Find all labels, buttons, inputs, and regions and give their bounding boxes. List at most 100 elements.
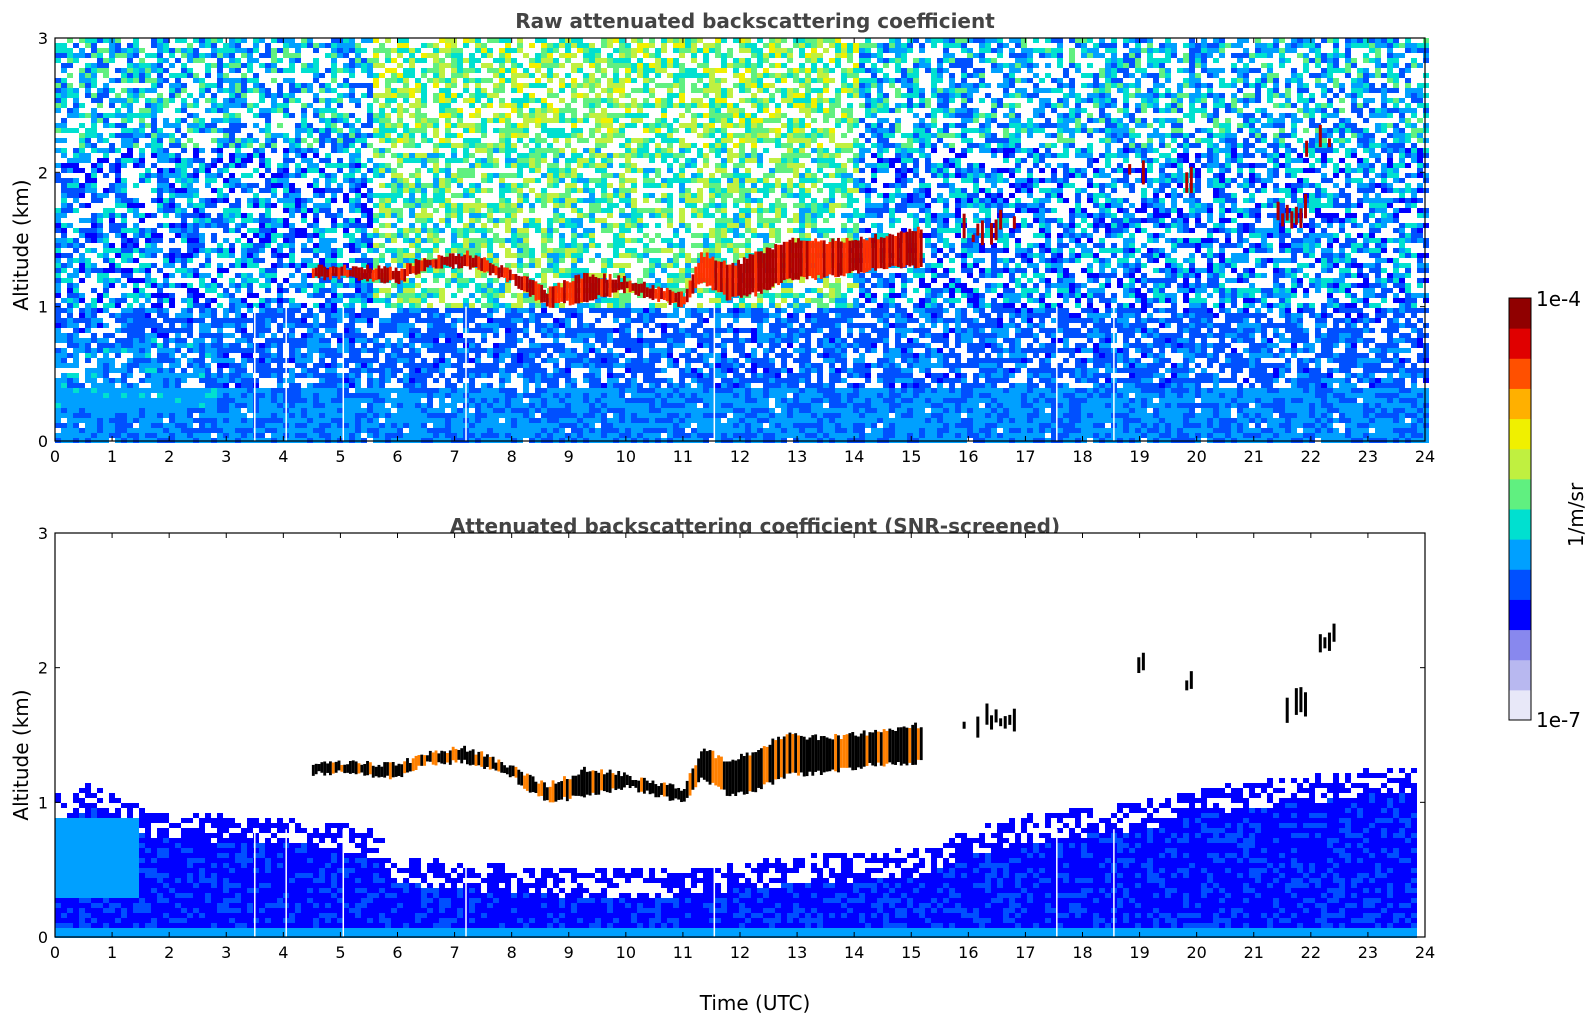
heatmap-cell [379,343,385,348]
heatmap-cell [271,188,277,193]
heatmap-cell [169,208,175,213]
heatmap-cell [265,288,271,293]
heatmap-cell [85,53,91,58]
heatmap-cell [361,123,367,128]
heatmap-cell [541,283,547,288]
heatmap-cell [103,388,109,393]
heatmap-cell [133,223,139,228]
heatmap-cell [151,373,157,378]
heatmap-cell [289,88,295,93]
heatmap-cell [349,308,355,313]
heatmap-cell [349,318,355,323]
heatmap-cell [103,378,109,383]
heatmap-cell [247,373,253,378]
heatmap-cell [463,298,469,303]
heatmap-cell [169,63,175,68]
heatmap-cell [427,323,433,328]
heatmap-cell [523,233,529,238]
heatmap-cell [55,303,61,308]
heatmap-cell [547,68,553,73]
heatmap-cell [103,418,109,423]
heatmap-cell [397,328,403,333]
heatmap-cell [505,158,511,163]
heatmap-cell [535,38,541,43]
heatmap-cell [187,283,193,288]
heatmap-cell [499,243,505,248]
heatmap-cell [91,93,97,98]
heatmap-cell [523,193,529,198]
heatmap-cell [487,228,493,233]
heatmap-cell [193,193,199,198]
heatmap-cell [487,48,493,53]
heatmap-cell [229,68,235,73]
heatmap-cell [175,433,181,438]
heatmap-cell [439,343,445,348]
heatmap-cell [463,83,469,88]
heatmap-cell [151,38,157,43]
heatmap-cell [517,228,523,233]
heatmap-cell [217,73,223,78]
heatmap-cell [547,58,553,63]
heatmap-cell [553,418,559,423]
heatmap-cell [115,223,121,228]
heatmap-cell [493,328,499,333]
heatmap-cell [85,88,91,93]
heatmap-cell [151,108,157,113]
heatmap-cell [217,148,223,153]
heatmap-cell [373,218,379,223]
heatmap-cell [379,73,385,78]
heatmap-cell [157,373,163,378]
heatmap-cell [487,178,493,183]
heatmap-cell [343,163,349,168]
heatmap-cell [565,273,571,278]
heatmap-cell [313,183,319,188]
heatmap-cell [163,153,169,158]
heatmap-cell [487,413,493,418]
heatmap-cell [355,218,361,223]
heatmap-cell [235,113,241,118]
heatmap-cell [403,408,409,413]
heatmap-cell [175,373,181,378]
heatmap-cell [499,218,505,223]
heatmap-cell [175,363,181,368]
heatmap-cell [415,353,421,358]
heatmap-cell [343,173,349,178]
heatmap-cell [433,223,439,228]
heatmap-cell [415,283,421,288]
heatmap-cell [367,83,373,88]
heatmap-cell [331,178,337,183]
heatmap-cell [523,323,529,328]
heatmap-cell [133,283,139,288]
heatmap-cell [145,213,151,218]
heatmap-cell [493,318,499,323]
heatmap-cell [325,88,331,93]
heatmap-cell [211,148,217,153]
heatmap-cell [343,53,349,58]
heatmap-cell [139,418,145,423]
heatmap-cell [559,373,565,378]
heatmap-cell [523,408,529,413]
heatmap-cell [331,433,337,438]
heatmap-cell [85,218,91,223]
heatmap-cell [277,283,283,288]
heatmap-cell [535,398,541,403]
heatmap-cell [211,358,217,363]
heatmap-cell [481,338,487,343]
heatmap-cell [169,168,175,173]
heatmap-cell [169,323,175,328]
heatmap-cell [277,83,283,88]
heatmap-cell [181,323,187,328]
heatmap-cell [283,53,289,58]
heatmap-cell [175,38,181,43]
heatmap-cell [151,278,157,283]
heatmap-cell [337,293,343,298]
heatmap-cell [499,398,505,403]
heatmap-cell [445,118,451,123]
heatmap-cell [295,133,301,138]
heatmap-cell [133,348,139,353]
heatmap-cell [253,348,259,353]
heatmap-cell [493,93,499,98]
heatmap-cell [145,338,151,343]
heatmap-cell [517,428,523,433]
heatmap-cell [385,353,391,358]
